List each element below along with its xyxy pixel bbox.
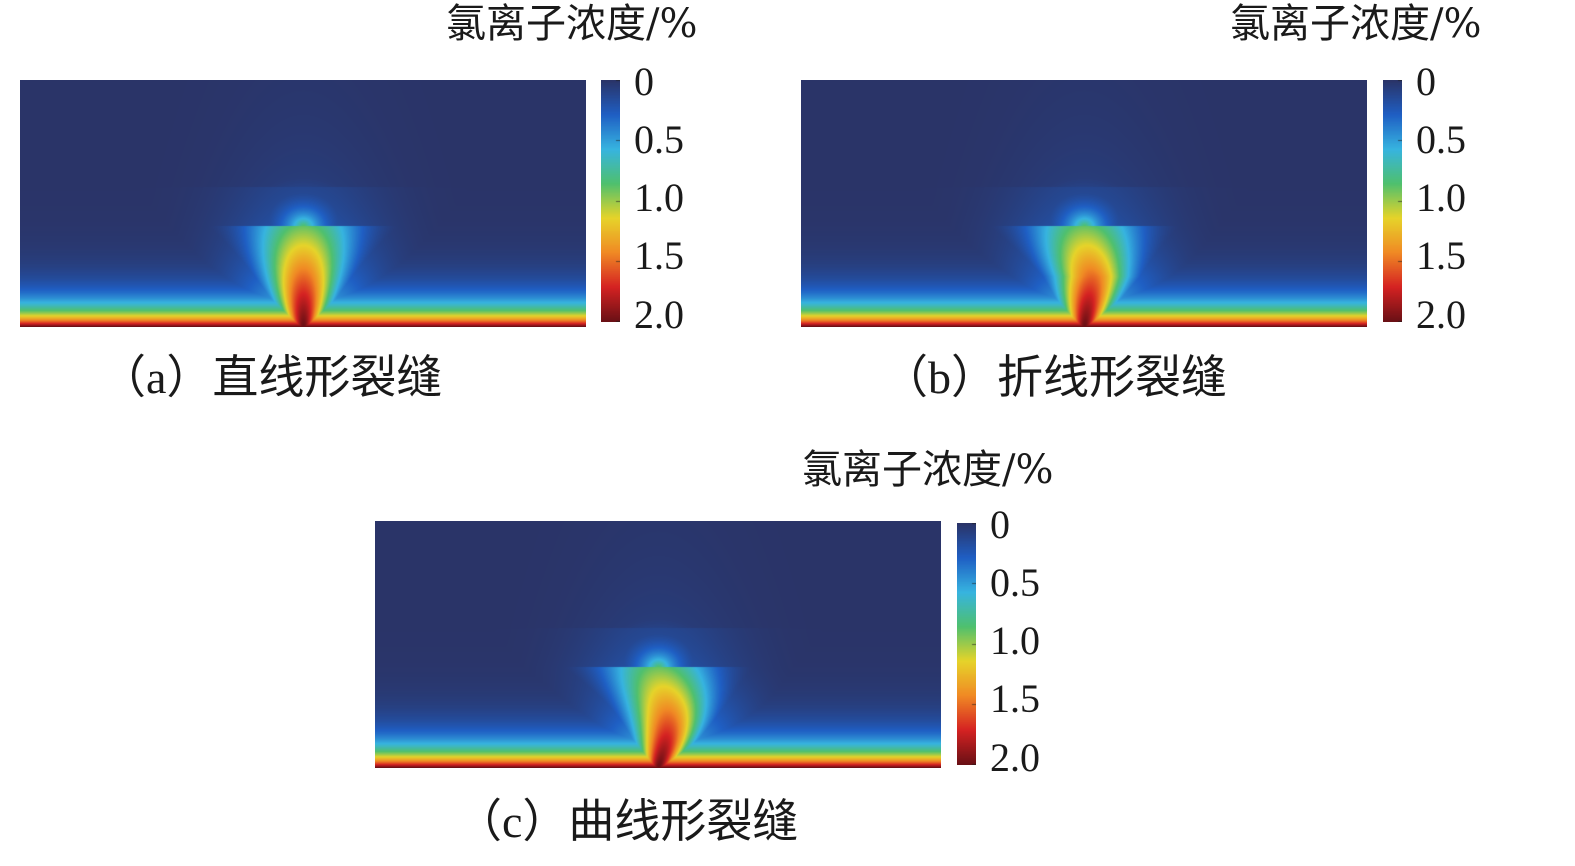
caption-text: 曲线形裂缝	[568, 794, 799, 848]
panel-caption: （c）曲线形裂缝	[456, 796, 798, 847]
colorbar	[601, 80, 620, 322]
caption-label: （c）	[456, 796, 569, 847]
colorbar-title: 氯离子浓度/%	[1230, 1, 1482, 47]
colorbar-tick: 1.0	[990, 618, 1040, 663]
colorbar-title: 氯离子浓度/%	[802, 447, 1054, 493]
colorbar-tick: 0.5	[634, 117, 684, 162]
heatmap-plot	[20, 80, 586, 327]
colorbar-tick: 0	[634, 59, 654, 104]
caption-label: （a）	[100, 352, 213, 403]
colorbar-tick: 0	[990, 502, 1010, 547]
colorbar-tick: 1.5	[1416, 233, 1466, 278]
panel-caption: （a）直线形裂缝	[100, 352, 442, 403]
caption-label: （b）	[882, 352, 997, 403]
colorbar	[957, 523, 976, 765]
colorbar-tick: 1.0	[1416, 175, 1466, 220]
colorbar-title: 氯离子浓度/%	[446, 1, 698, 47]
heatmap-plot	[375, 521, 941, 768]
colorbar-tick: 0.5	[990, 560, 1040, 605]
colorbar-tick: 1.5	[990, 676, 1040, 721]
colorbar-tick: 2.0	[990, 735, 1040, 780]
colorbar-tick: 0	[1416, 59, 1436, 104]
caption-text: 直线形裂缝	[212, 350, 443, 404]
colorbar-tick: 2.0	[1416, 292, 1466, 337]
colorbar	[1383, 80, 1402, 322]
colorbar-tick: 2.0	[634, 292, 684, 337]
panel-caption: （b）折线形裂缝	[882, 352, 1227, 403]
caption-text: 折线形裂缝	[997, 350, 1227, 404]
colorbar-tick: 1.0	[634, 175, 684, 220]
heatmap-plot	[801, 80, 1367, 327]
colorbar-tick: 1.5	[634, 233, 684, 278]
colorbar-tick: 0.5	[1416, 117, 1466, 162]
